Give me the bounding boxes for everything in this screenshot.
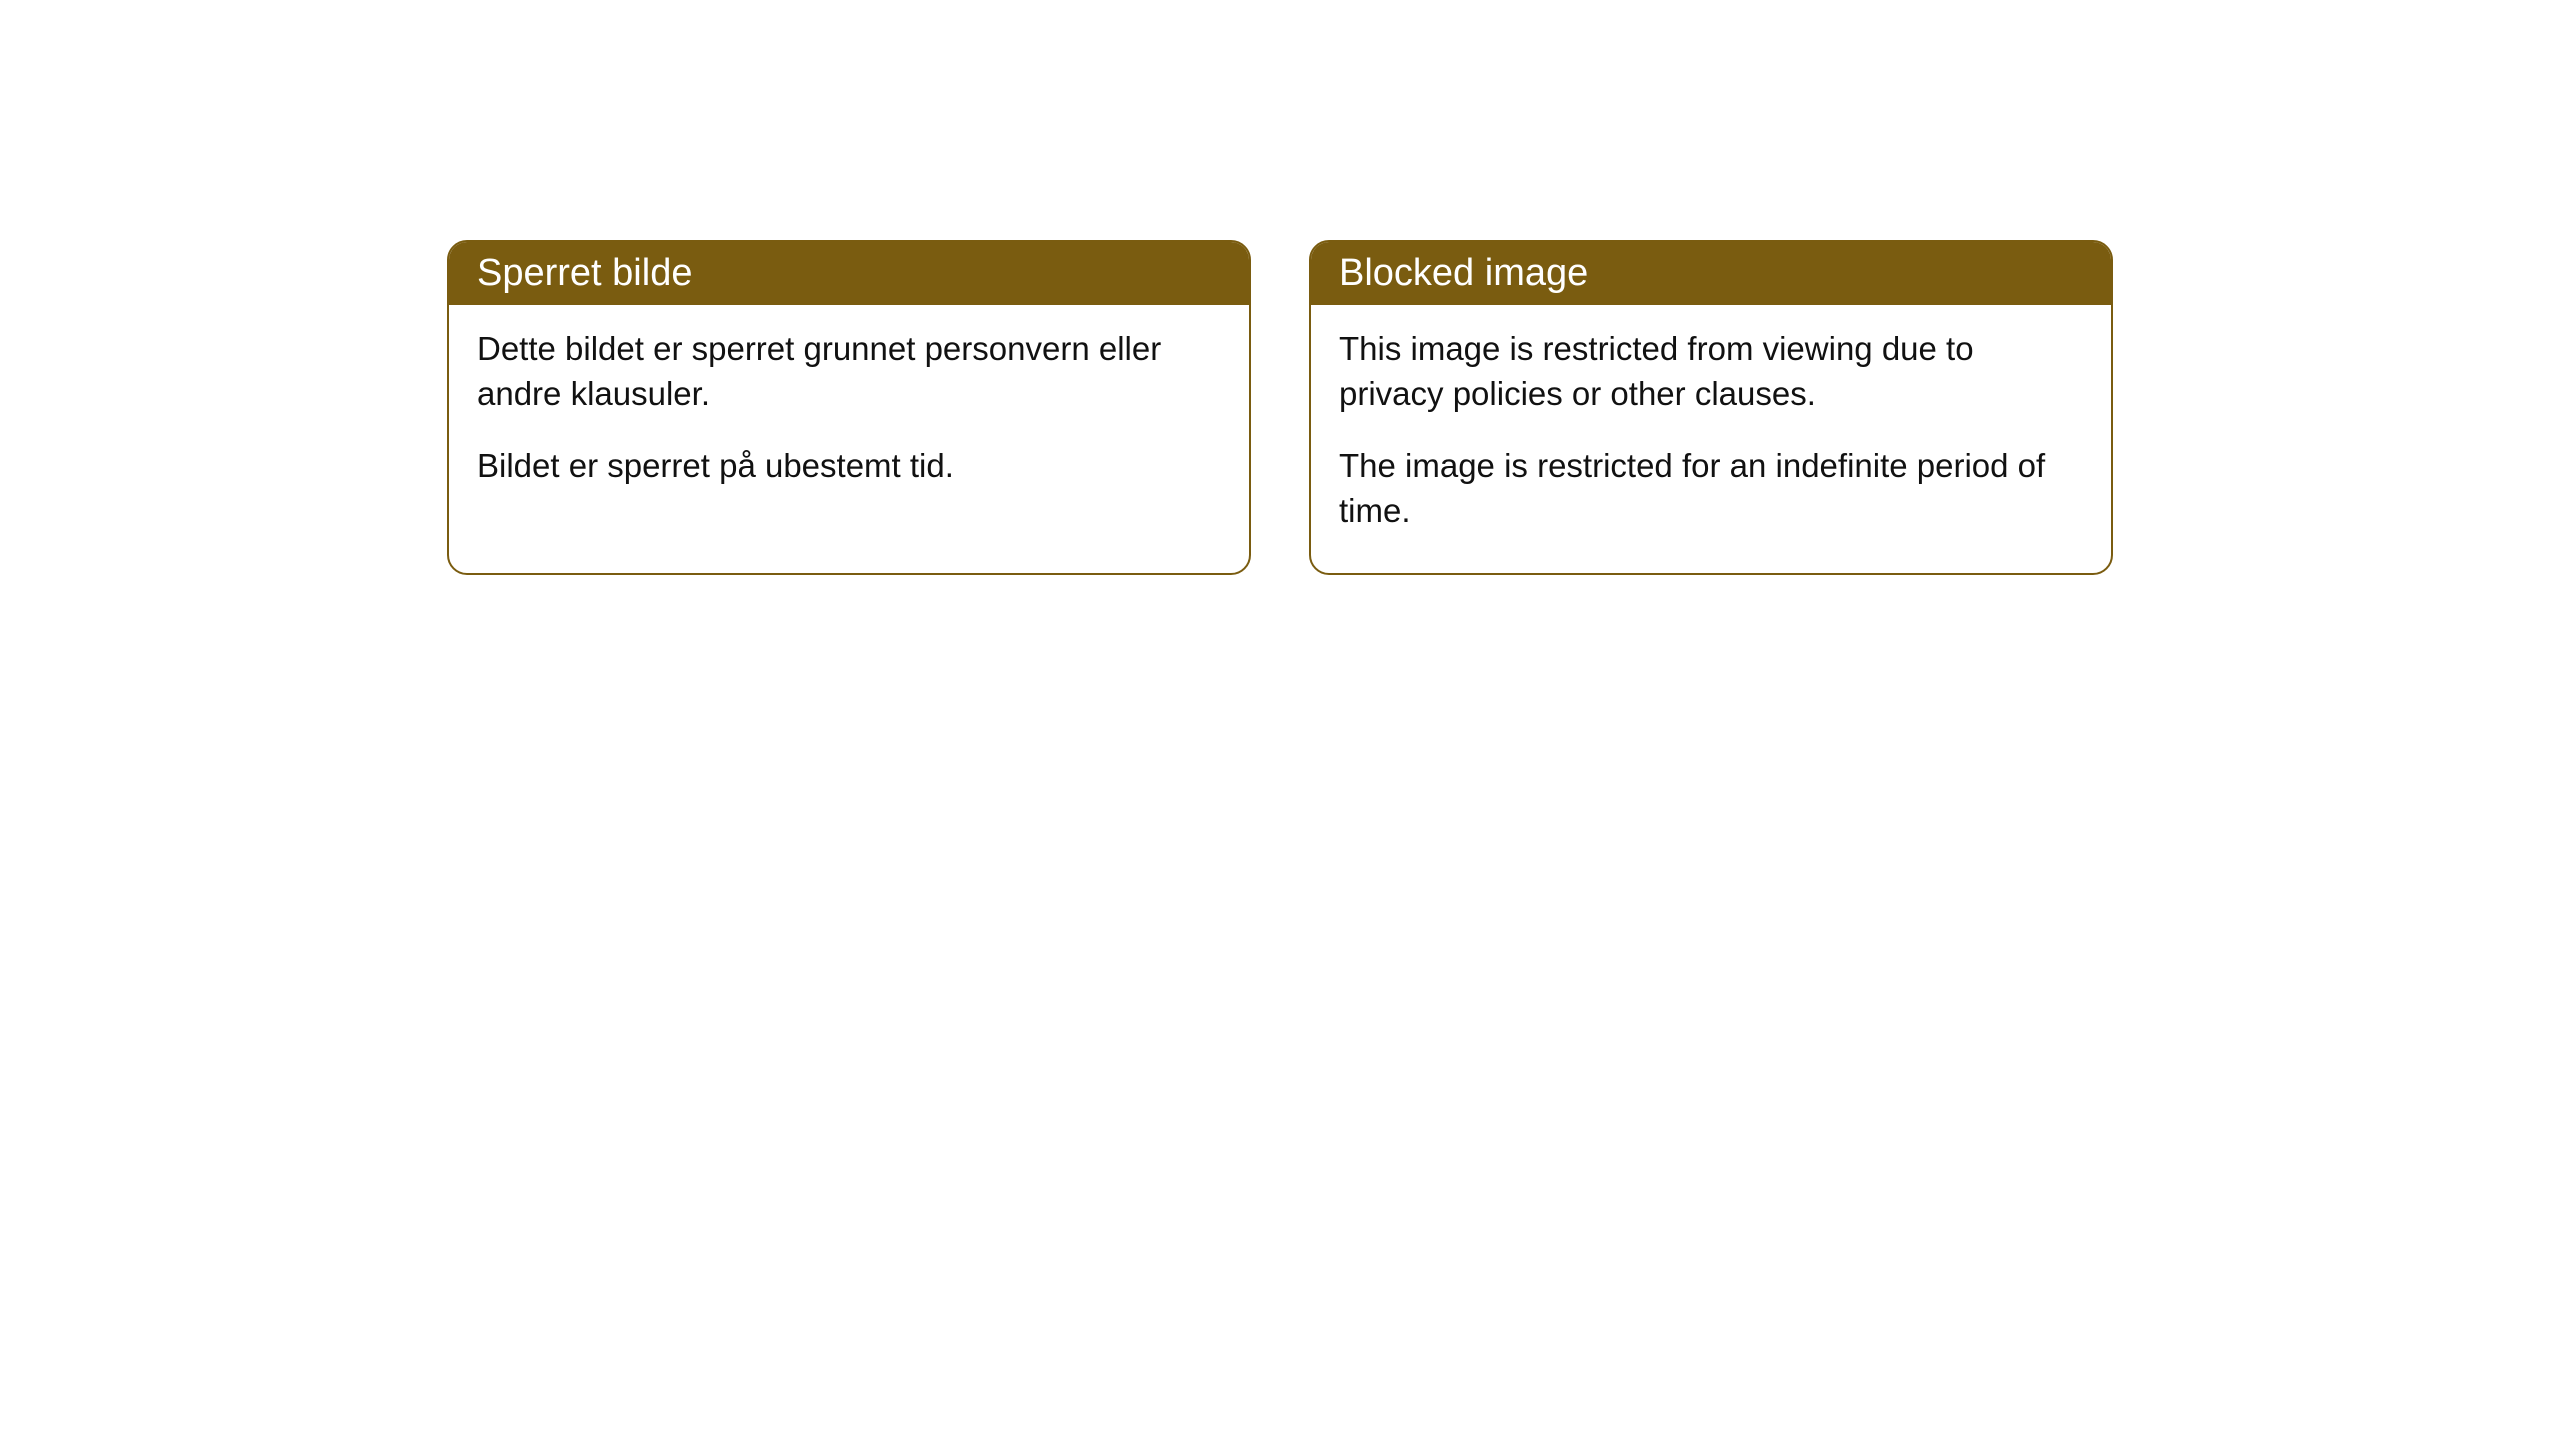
card-paragraph-1: This image is restricted from viewing du… [1339, 327, 2083, 416]
card-paragraph-2: Bildet er sperret på ubestemt tid. [477, 444, 1221, 489]
card-paragraph-2: The image is restricted for an indefinit… [1339, 444, 2083, 533]
blocked-image-card-norwegian: Sperret bilde Dette bildet er sperret gr… [447, 240, 1251, 575]
cards-container: Sperret bilde Dette bildet er sperret gr… [447, 240, 2113, 575]
card-paragraph-1: Dette bildet er sperret grunnet personve… [477, 327, 1221, 416]
card-header: Blocked image [1311, 242, 2111, 305]
card-title: Sperret bilde [477, 252, 692, 294]
card-title: Blocked image [1339, 252, 1588, 294]
card-body: Dette bildet er sperret grunnet personve… [449, 305, 1249, 529]
card-body: This image is restricted from viewing du… [1311, 305, 2111, 573]
card-header: Sperret bilde [449, 242, 1249, 305]
blocked-image-card-english: Blocked image This image is restricted f… [1309, 240, 2113, 575]
